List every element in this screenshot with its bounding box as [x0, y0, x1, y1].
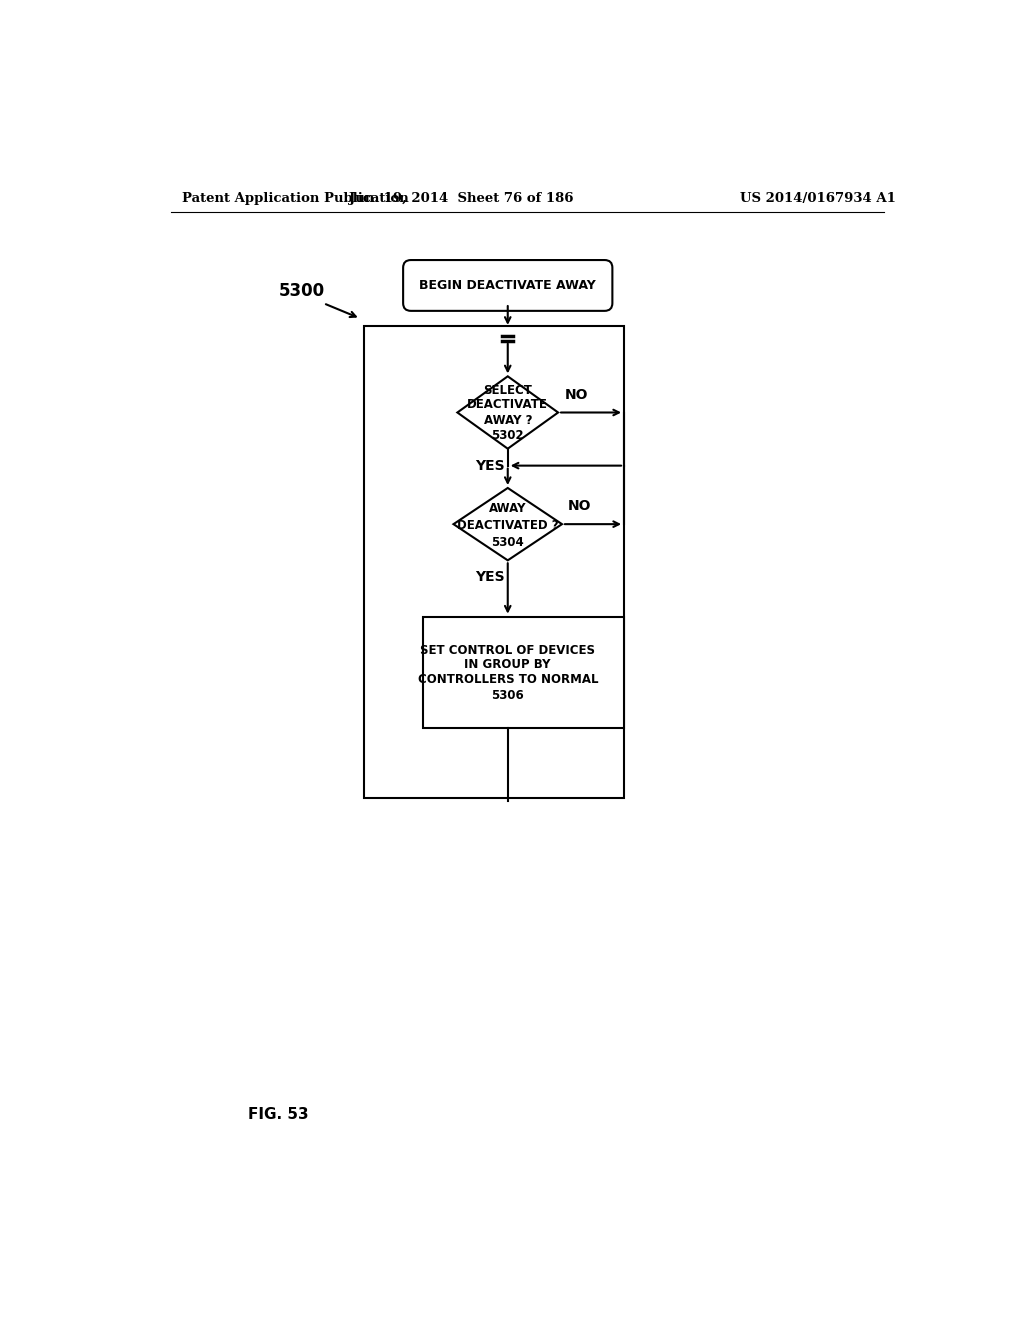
- Polygon shape: [454, 488, 562, 561]
- Text: US 2014/0167934 A1: US 2014/0167934 A1: [740, 191, 896, 205]
- Text: AWAY: AWAY: [489, 502, 526, 515]
- Text: YES: YES: [475, 458, 505, 473]
- Text: 5302: 5302: [492, 429, 524, 442]
- Text: SELECT: SELECT: [483, 384, 532, 397]
- Text: 5300: 5300: [280, 282, 326, 300]
- Text: SET CONTROL OF DEVICES: SET CONTROL OF DEVICES: [420, 644, 595, 657]
- Text: Patent Application Publication: Patent Application Publication: [182, 191, 409, 205]
- Text: DEACTIVATE: DEACTIVATE: [467, 399, 548, 412]
- Bar: [365, 326, 624, 797]
- Text: Jun. 19, 2014  Sheet 76 of 186: Jun. 19, 2014 Sheet 76 of 186: [349, 191, 573, 205]
- Text: FIG. 53: FIG. 53: [248, 1107, 309, 1122]
- Text: NO: NO: [564, 388, 588, 401]
- Text: IN GROUP BY: IN GROUP BY: [465, 657, 551, 671]
- FancyBboxPatch shape: [403, 260, 612, 312]
- Text: 5304: 5304: [492, 536, 524, 549]
- Text: 5306: 5306: [492, 689, 524, 702]
- Text: YES: YES: [475, 570, 505, 585]
- Polygon shape: [458, 376, 558, 449]
- Text: CONTROLLERS TO NORMAL: CONTROLLERS TO NORMAL: [418, 673, 598, 686]
- Text: DEACTIVATED ?: DEACTIVATED ?: [457, 519, 558, 532]
- Bar: [423, 616, 624, 729]
- Text: BEGIN DEACTIVATE AWAY: BEGIN DEACTIVATE AWAY: [420, 279, 596, 292]
- Text: AWAY ?: AWAY ?: [483, 413, 532, 426]
- Text: NO: NO: [568, 499, 592, 513]
